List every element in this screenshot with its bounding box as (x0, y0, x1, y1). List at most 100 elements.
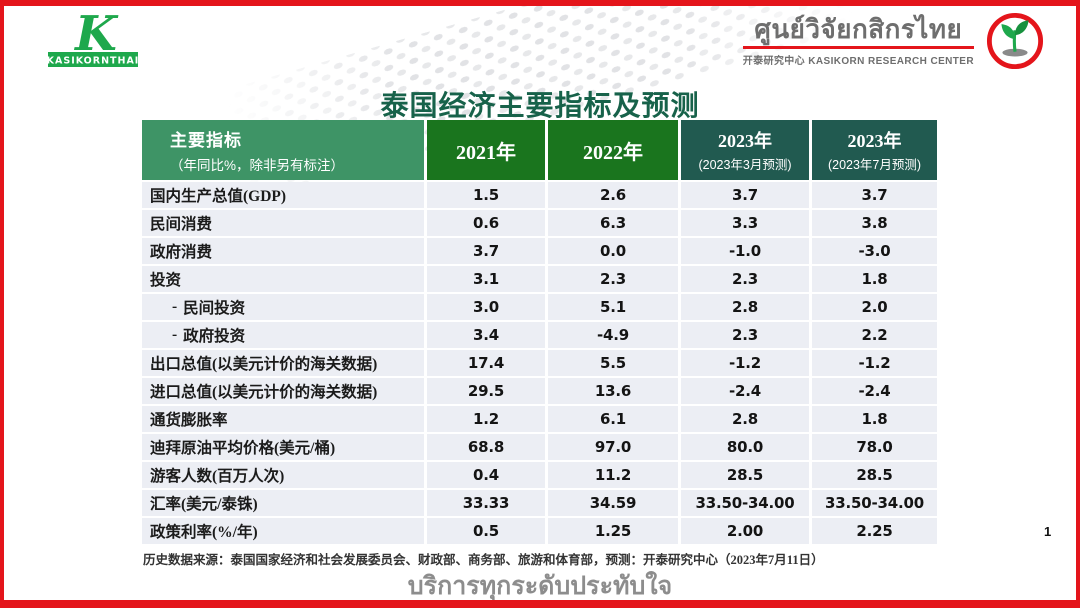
col-header-sublabel: (2023年3月预测) (698, 158, 792, 172)
row-label-text: 迪拜原油平均价格(美元/桶) (150, 440, 336, 457)
value-cell: 33.50-34.00 (812, 490, 937, 516)
value-cell: 1.5 (427, 182, 545, 208)
research-center-block: ศูนย์วิจัยกสิกรไทย 开泰研究中心 KASIKORN RESEA… (742, 12, 1044, 70)
row-label-text: 国内生产总值(GDP) (150, 188, 287, 205)
row-label: 汇率(美元/泰铢) (142, 490, 424, 516)
value-cell: 1.8 (812, 266, 937, 292)
sub-item-dash: - (172, 326, 178, 343)
value-cell: 6.3 (548, 210, 678, 236)
col-header-2021: 2021年 (427, 120, 545, 180)
value-cell: 0.4 (427, 462, 545, 488)
row-label: - 政府投资 (142, 322, 424, 348)
row-label: 投资 (142, 266, 424, 292)
value-cell: 13.6 (548, 378, 678, 404)
value-cell: 3.0 (427, 294, 545, 320)
col-header-label: 2023年 (847, 131, 902, 151)
row-label: 政策利率(%/年) (142, 518, 424, 544)
sub-item-dash: - (172, 298, 178, 315)
value-cell: 3.7 (812, 182, 937, 208)
row-label: 政府消费 (142, 238, 424, 264)
indicator-header-subtitle: （年同比%，除非另有标注） (170, 158, 345, 173)
value-cell: 2.8 (681, 294, 809, 320)
value-cell: 97.0 (548, 434, 678, 460)
value-cell: 1.25 (548, 518, 678, 544)
col-header-label: 2023年 (718, 131, 772, 151)
value-cell: 5.1 (548, 294, 678, 320)
value-cell: 33.50-34.00 (681, 490, 809, 516)
value-cell: 2.2 (812, 322, 937, 348)
row-label-text: 政府消费 (150, 244, 213, 261)
value-cell: 29.5 (427, 378, 545, 404)
page-number: 1 (1044, 524, 1052, 539)
value-cell: 80.0 (681, 434, 809, 460)
value-cell: 3.3 (681, 210, 809, 236)
value-cell: 0.6 (427, 210, 545, 236)
value-cell: 17.4 (427, 350, 545, 376)
value-cell: -1.0 (681, 238, 809, 264)
row-label: 进口总值(以美元计价的海关数据) (142, 378, 424, 404)
value-cell: 0.5 (427, 518, 545, 544)
col-header-2023-mar: 2023年 (2023年3月预测) (681, 120, 809, 180)
value-cell: 3.7 (681, 182, 809, 208)
row-label: 游客人数(百万人次) (142, 462, 424, 488)
sprout-logo-icon (986, 12, 1044, 70)
indicator-header-cell: 主要指标 （年同比%，除非另有标注） (142, 120, 424, 180)
page-title: 泰国经济主要指标及预测 (380, 90, 700, 121)
value-cell: 5.5 (548, 350, 678, 376)
col-header-sublabel: (2023年7月预测) (827, 158, 922, 172)
value-cell: 0.0 (548, 238, 678, 264)
value-cell: 34.59 (548, 490, 678, 516)
row-label-text: 民间消费 (150, 216, 213, 233)
econ-table: 主要指标 （年同比%，除非另有标注） 2021年 2022年 2023年 (20… (142, 120, 937, 544)
footer-source: 历史数据来源：泰国国家经济和社会发展委员会、财政部、商务部、旅游和体育部，预测：… (143, 553, 824, 567)
col-header-label: 2022年 (583, 141, 643, 164)
col-header-2022: 2022年 (548, 120, 678, 180)
research-center-thai-title: ศูนย์วิจัยกสิกรไทย (754, 14, 963, 45)
value-cell: 3.8 (812, 210, 937, 236)
value-cell: 3.7 (427, 238, 545, 264)
value-cell: 2.8 (681, 406, 809, 432)
value-cell: 28.5 (681, 462, 809, 488)
row-label-text: 进口总值(以美元计价的海关数据) (150, 384, 378, 401)
value-cell: 2.25 (812, 518, 937, 544)
row-label: 国内生产总值(GDP) (142, 182, 424, 208)
row-label-text: 通货膨胀率 (150, 412, 228, 429)
indicator-header-title: 主要指标 (170, 131, 242, 150)
value-cell: 2.6 (548, 182, 678, 208)
row-label: 迪拜原油平均价格(美元/桶) (142, 434, 424, 460)
row-label-text: 投资 (150, 272, 182, 289)
value-cell: 2.3 (681, 266, 809, 292)
value-cell: 6.1 (548, 406, 678, 432)
value-cell: 78.0 (812, 434, 937, 460)
col-header-label: 2021年 (456, 141, 516, 164)
value-cell: 1.2 (427, 406, 545, 432)
value-cell: 3.1 (427, 266, 545, 292)
row-label: 出口总值(以美元计价的海关数据) (142, 350, 424, 376)
red-divider (742, 45, 974, 49)
value-cell: -4.9 (548, 322, 678, 348)
value-cell: 2.0 (812, 294, 937, 320)
row-label-text: 游客人数(百万人次) (150, 468, 285, 485)
value-cell: 3.4 (427, 322, 545, 348)
value-cell: -1.2 (812, 350, 937, 376)
value-cell: 2.3 (548, 266, 678, 292)
row-label-text: 政府投资 (183, 328, 246, 345)
row-label: - 民间投资 (142, 294, 424, 320)
row-label: 通货膨胀率 (142, 406, 424, 432)
value-cell: -3.0 (812, 238, 937, 264)
col-header-2023-jul: 2023年 (2023年7月预测) (812, 120, 937, 180)
value-cell: 1.8 (812, 406, 937, 432)
row-label-text: 汇率(美元/泰铢) (150, 496, 258, 513)
slogan-thai: บริการทุกระดับประทับใจ (407, 572, 673, 600)
value-cell: -2.4 (812, 378, 937, 404)
k-glyph-icon: K KASIKORNTHAI (47, 6, 138, 67)
kasikornthai-logo: K KASIKORNTHAI (46, 6, 140, 73)
value-cell: 2.00 (681, 518, 809, 544)
research-center-subtitle: 开泰研究中心 KASIKORN RESEARCH CENTER (742, 55, 974, 67)
value-cell: 11.2 (548, 462, 678, 488)
row-label-text: 出口总值(以美元计价的海关数据) (150, 356, 378, 373)
value-cell: 2.3 (681, 322, 809, 348)
value-cell: 68.8 (427, 434, 545, 460)
value-cell: 28.5 (812, 462, 937, 488)
